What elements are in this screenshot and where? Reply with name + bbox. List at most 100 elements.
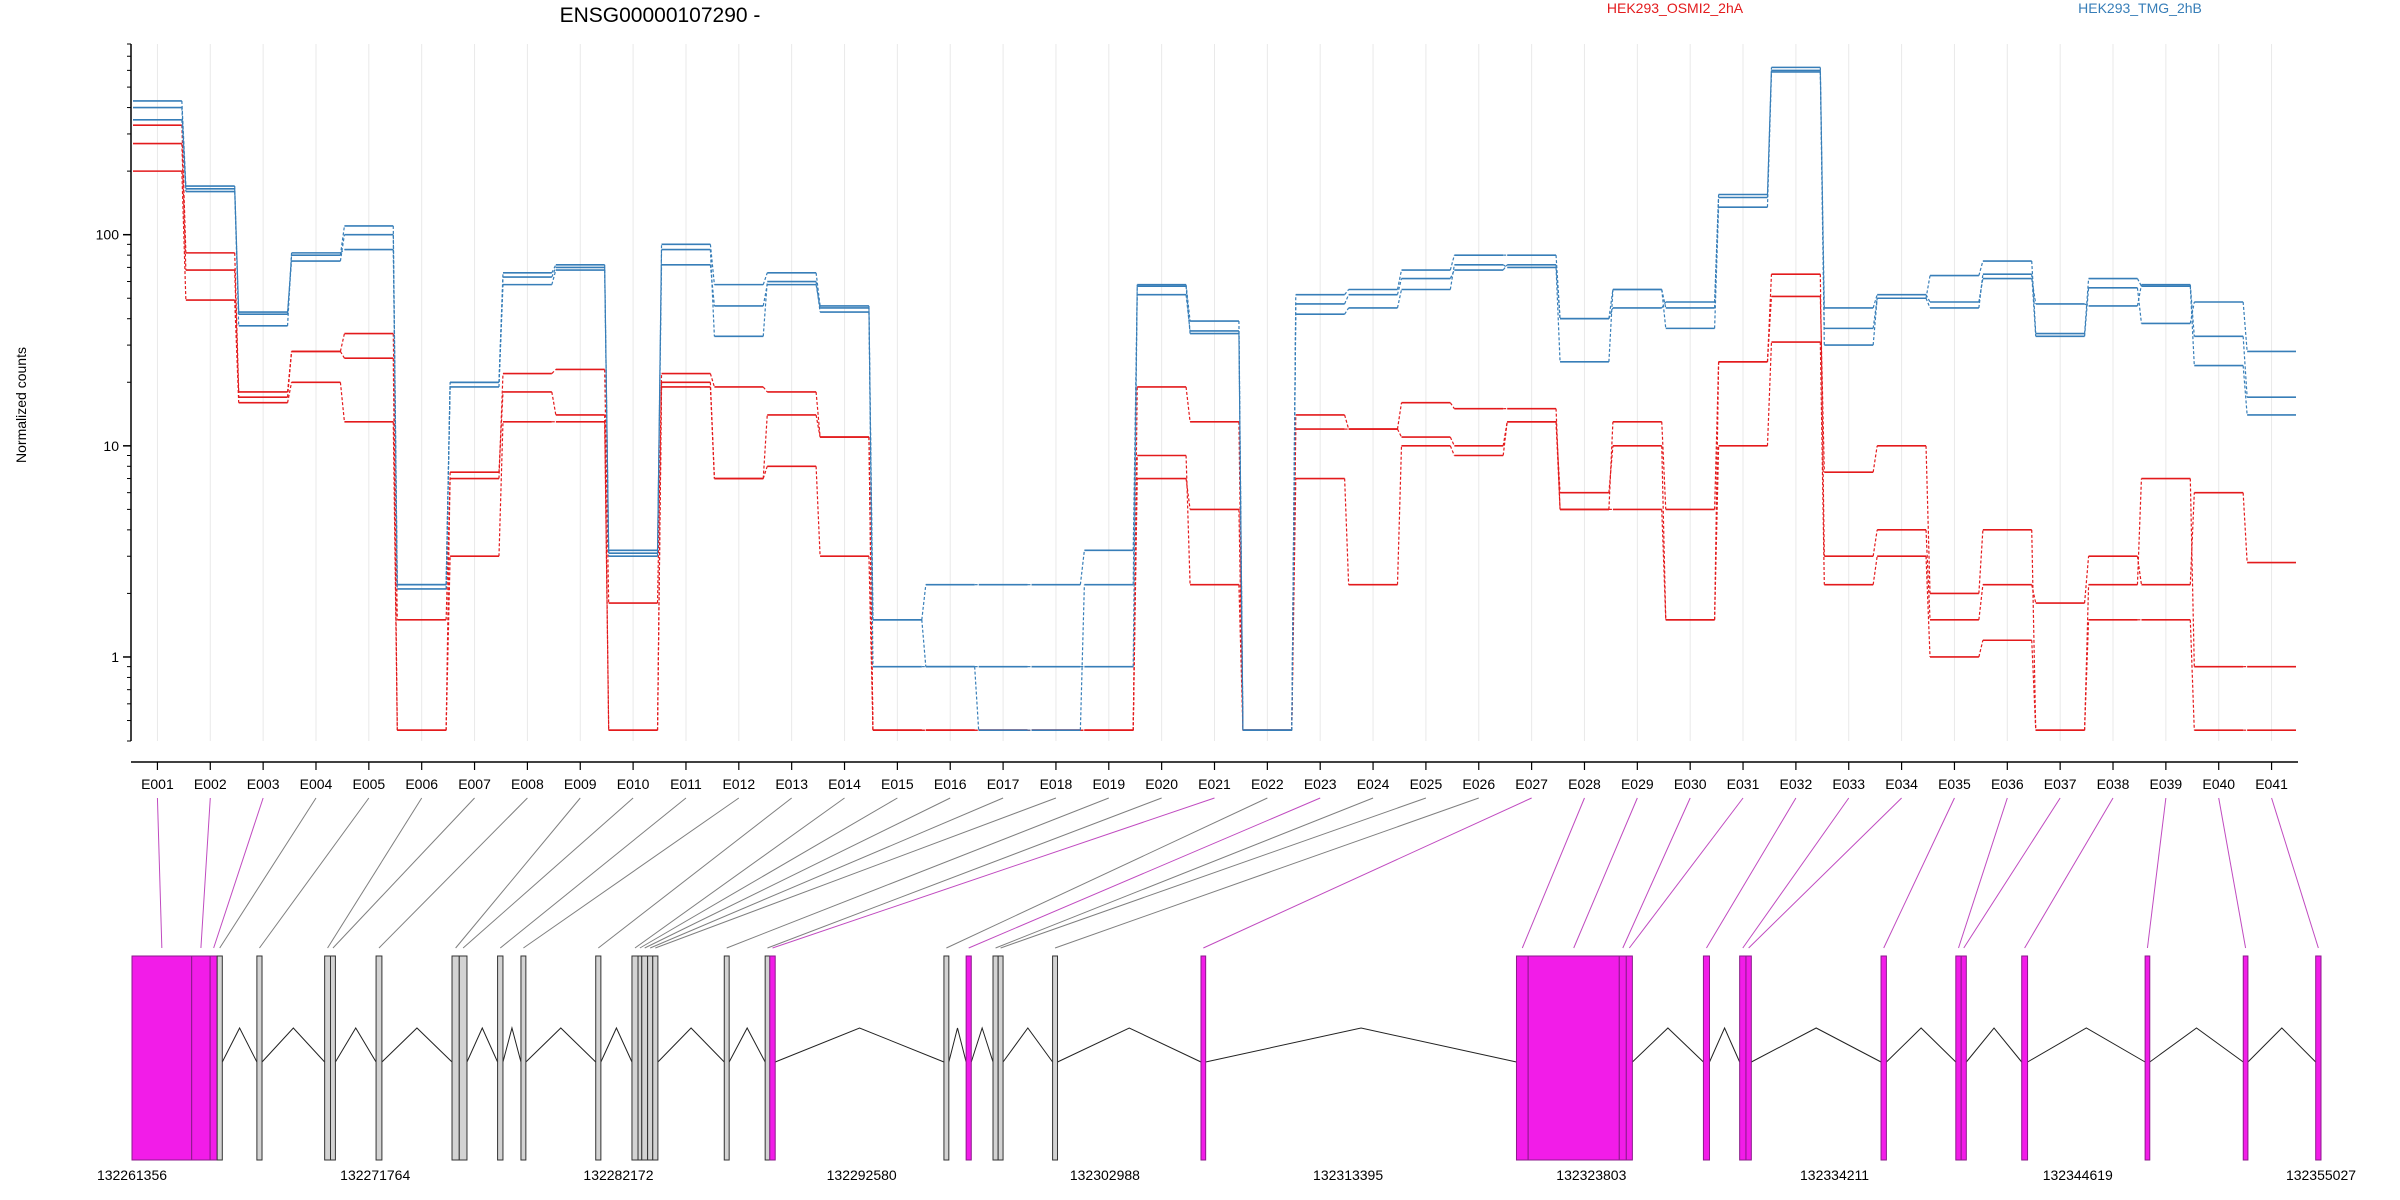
series-connector xyxy=(339,333,346,352)
series-connector xyxy=(1132,455,1138,731)
series-connector xyxy=(286,382,293,403)
exon-link xyxy=(1622,797,1691,949)
exon-link xyxy=(1742,797,1850,949)
series-connector xyxy=(1661,301,1667,309)
exon-bin xyxy=(943,955,950,1161)
genomic-tick-label: 132344619 xyxy=(2043,1167,2113,1183)
series-connector xyxy=(1714,207,1720,329)
series-connector xyxy=(1185,455,1191,585)
series-connector xyxy=(762,284,768,307)
chart-panel: ENSG00000107290 - HEK293_OSMI2_2hA HEK29… xyxy=(13,0,2298,792)
series-connector xyxy=(2136,556,2143,585)
genomic-tick-label: 132302988 xyxy=(1070,1167,1140,1183)
series-connector xyxy=(1238,509,1244,731)
genomic-tick-label: 132271764 xyxy=(340,1167,410,1183)
intron xyxy=(221,1026,258,1063)
exon-bin xyxy=(1960,955,1967,1161)
intron xyxy=(728,1026,766,1063)
series-connector xyxy=(234,252,240,392)
series-connector xyxy=(1766,342,1773,446)
x-tick-label: E041 xyxy=(2255,776,2288,792)
x-tick-label: E010 xyxy=(617,776,650,792)
series-connector xyxy=(2083,278,2090,334)
x-tick-label: E026 xyxy=(1462,776,1495,792)
x-tick-label: E021 xyxy=(1198,776,1231,792)
y-axis-ticks: 1 10 100 xyxy=(96,43,131,742)
series-connector xyxy=(1608,445,1614,493)
series-connector xyxy=(181,125,187,253)
series-connector xyxy=(2031,584,2037,604)
series-connector xyxy=(762,281,768,337)
series-connector xyxy=(1344,307,1350,315)
exon-link xyxy=(968,797,1321,949)
intron xyxy=(2027,1027,2146,1063)
series-connector xyxy=(1608,307,1614,319)
intron xyxy=(1709,1026,1741,1063)
exon-bin xyxy=(1739,955,1747,1161)
series-connector xyxy=(1714,361,1720,620)
series-connector xyxy=(815,281,821,313)
series-connector xyxy=(339,234,346,262)
series-connector xyxy=(1185,478,1191,510)
x-tick-label: E025 xyxy=(1410,776,1443,792)
series-connector xyxy=(604,421,610,731)
series-connector xyxy=(181,119,187,192)
series-connector xyxy=(445,382,451,589)
series-connector xyxy=(2136,287,2143,324)
series-connector xyxy=(762,466,768,479)
x-tick-label: E015 xyxy=(881,776,914,792)
exon-link xyxy=(2024,797,2114,949)
exon-bin xyxy=(451,955,460,1161)
series-connector xyxy=(1185,294,1191,332)
x-tick-label: E027 xyxy=(1515,776,1548,792)
exon-link xyxy=(1203,797,1532,949)
series-connector xyxy=(498,421,504,557)
series-connector xyxy=(709,249,715,337)
intron xyxy=(1205,1027,1517,1063)
exon-link xyxy=(634,797,845,949)
genomic-tick-label: 132323803 xyxy=(1556,1167,1626,1183)
series-connector xyxy=(1978,584,1984,620)
series-connector xyxy=(551,369,557,374)
exon-link xyxy=(946,797,1268,949)
exon-bin xyxy=(652,955,659,1161)
series-connector xyxy=(1449,254,1455,271)
exon-link xyxy=(639,797,898,949)
series-connector xyxy=(762,414,768,479)
series-connector xyxy=(551,267,557,278)
exon-bin xyxy=(723,955,730,1161)
series-connector xyxy=(181,143,187,271)
x-tick-label: E030 xyxy=(1674,776,1707,792)
x-tick-label: E001 xyxy=(141,776,174,792)
series-connector xyxy=(709,244,715,285)
intron xyxy=(1886,1027,1957,1063)
series-connector xyxy=(445,478,451,620)
series-connector xyxy=(2189,286,2195,366)
x-tick-label: E012 xyxy=(722,776,755,792)
exon-bin xyxy=(256,955,263,1161)
gene-model-panel: 132261356 132271764 132282172 132292580 1323… xyxy=(97,955,2356,1183)
series-connector xyxy=(1925,275,1931,299)
series-connector xyxy=(1344,289,1350,296)
exon-bin xyxy=(1702,955,1711,1161)
intron xyxy=(657,1027,725,1063)
series-connector xyxy=(1396,289,1403,309)
x-tick-label: E036 xyxy=(1991,776,2024,792)
series-connector xyxy=(1238,333,1244,731)
x-tick-label: E033 xyxy=(1832,776,1865,792)
series-connector xyxy=(921,584,927,620)
series-connector xyxy=(1872,556,1878,585)
series-connector xyxy=(1449,269,1455,279)
series-connector xyxy=(815,284,821,309)
x-tick-label: E032 xyxy=(1780,776,1813,792)
series-connector xyxy=(1396,278,1403,295)
x-tick-label: E017 xyxy=(987,776,1020,792)
exon-link xyxy=(455,797,581,949)
series-connector xyxy=(2189,301,2195,324)
series-connector xyxy=(1766,67,1773,195)
exon-link xyxy=(1706,797,1797,949)
series-connector xyxy=(1396,428,1403,438)
series-connector xyxy=(1238,321,1244,731)
series-connector xyxy=(1766,71,1773,208)
series-connector xyxy=(2083,584,2090,731)
